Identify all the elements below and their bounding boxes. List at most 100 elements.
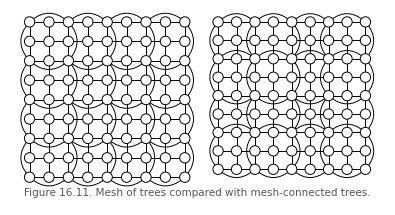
- Circle shape: [141, 114, 151, 124]
- Circle shape: [24, 36, 35, 46]
- Circle shape: [24, 153, 35, 163]
- Circle shape: [160, 133, 171, 144]
- Circle shape: [63, 17, 73, 27]
- Circle shape: [83, 94, 93, 105]
- Circle shape: [305, 146, 315, 156]
- Circle shape: [102, 17, 112, 27]
- Circle shape: [102, 75, 112, 85]
- Circle shape: [83, 172, 93, 182]
- Circle shape: [324, 17, 334, 27]
- Circle shape: [360, 91, 371, 101]
- Circle shape: [342, 72, 352, 82]
- Circle shape: [287, 17, 297, 27]
- Circle shape: [213, 127, 223, 138]
- Circle shape: [102, 36, 112, 46]
- Circle shape: [160, 172, 171, 182]
- Circle shape: [63, 114, 73, 124]
- Circle shape: [44, 153, 54, 163]
- Circle shape: [342, 109, 352, 119]
- Circle shape: [121, 36, 132, 46]
- Circle shape: [121, 17, 132, 27]
- Circle shape: [360, 54, 371, 64]
- Circle shape: [250, 35, 260, 46]
- Circle shape: [83, 17, 93, 27]
- Circle shape: [141, 94, 151, 105]
- Circle shape: [160, 56, 171, 66]
- Circle shape: [102, 56, 112, 66]
- Circle shape: [141, 153, 151, 163]
- Circle shape: [213, 54, 223, 64]
- Circle shape: [102, 172, 112, 182]
- Circle shape: [360, 109, 371, 119]
- Circle shape: [44, 94, 54, 105]
- Circle shape: [160, 17, 171, 27]
- Circle shape: [231, 91, 242, 101]
- Circle shape: [231, 54, 242, 64]
- Circle shape: [342, 146, 352, 156]
- Circle shape: [231, 17, 242, 27]
- Circle shape: [24, 172, 35, 182]
- Circle shape: [268, 164, 278, 174]
- Circle shape: [180, 56, 190, 66]
- Circle shape: [141, 17, 151, 27]
- Circle shape: [213, 35, 223, 46]
- Circle shape: [141, 75, 151, 85]
- Circle shape: [102, 153, 112, 163]
- Circle shape: [83, 36, 93, 46]
- Circle shape: [250, 91, 260, 101]
- Circle shape: [324, 91, 334, 101]
- Circle shape: [287, 35, 297, 46]
- Circle shape: [213, 17, 223, 27]
- Circle shape: [83, 133, 93, 144]
- Circle shape: [83, 56, 93, 66]
- Circle shape: [305, 17, 315, 27]
- Circle shape: [63, 36, 73, 46]
- Circle shape: [231, 164, 242, 174]
- Circle shape: [342, 91, 352, 101]
- Circle shape: [287, 91, 297, 101]
- Circle shape: [141, 56, 151, 66]
- Circle shape: [63, 172, 73, 182]
- Circle shape: [160, 114, 171, 124]
- Circle shape: [121, 114, 132, 124]
- Circle shape: [24, 75, 35, 85]
- Circle shape: [268, 35, 278, 46]
- Circle shape: [213, 164, 223, 174]
- Circle shape: [213, 72, 223, 82]
- Circle shape: [83, 114, 93, 124]
- Circle shape: [324, 72, 334, 82]
- Circle shape: [324, 54, 334, 64]
- Circle shape: [287, 164, 297, 174]
- Circle shape: [213, 109, 223, 119]
- Circle shape: [160, 153, 171, 163]
- Circle shape: [180, 75, 190, 85]
- Circle shape: [44, 36, 54, 46]
- Circle shape: [305, 72, 315, 82]
- Circle shape: [324, 35, 334, 46]
- Circle shape: [121, 75, 132, 85]
- Circle shape: [305, 127, 315, 138]
- Circle shape: [121, 133, 132, 144]
- Circle shape: [287, 72, 297, 82]
- Circle shape: [250, 109, 260, 119]
- Circle shape: [180, 114, 190, 124]
- Circle shape: [324, 146, 334, 156]
- Circle shape: [268, 54, 278, 64]
- Circle shape: [141, 36, 151, 46]
- Circle shape: [360, 35, 371, 46]
- Circle shape: [231, 35, 242, 46]
- Circle shape: [102, 94, 112, 105]
- Circle shape: [44, 75, 54, 85]
- Circle shape: [180, 94, 190, 105]
- Circle shape: [24, 94, 35, 105]
- Circle shape: [305, 35, 315, 46]
- Circle shape: [250, 127, 260, 138]
- Circle shape: [324, 164, 334, 174]
- Circle shape: [180, 17, 190, 27]
- Circle shape: [324, 109, 334, 119]
- Circle shape: [250, 146, 260, 156]
- Circle shape: [231, 72, 242, 82]
- Circle shape: [305, 109, 315, 119]
- Circle shape: [305, 91, 315, 101]
- Circle shape: [121, 153, 132, 163]
